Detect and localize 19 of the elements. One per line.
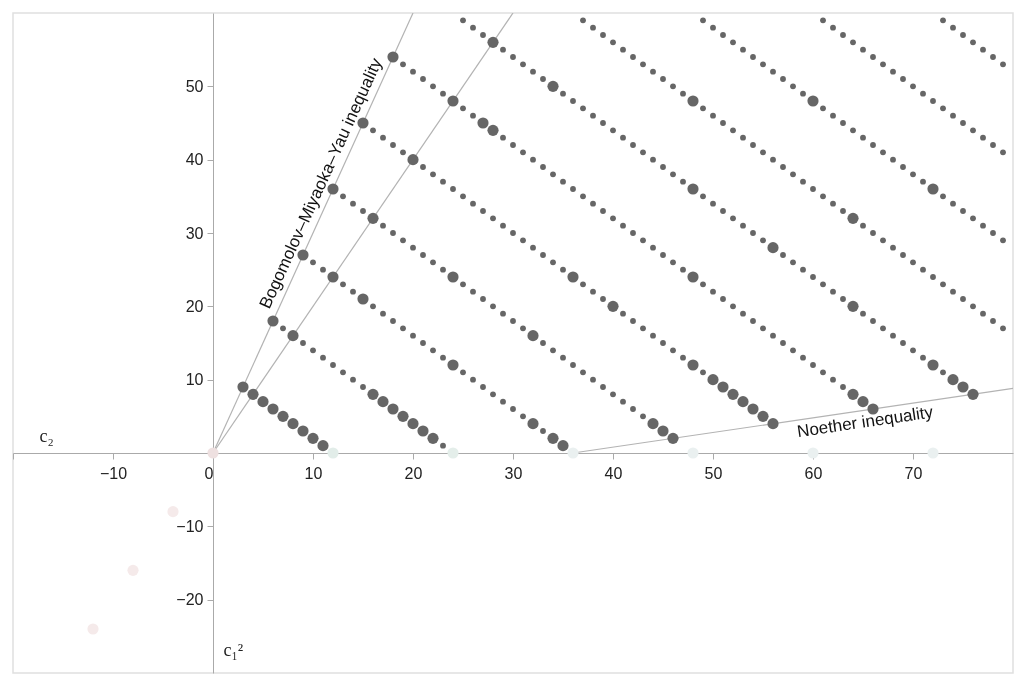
x-tick-label: −10 xyxy=(99,464,128,482)
y-tick-label: 20 xyxy=(185,297,204,315)
y-tick-label: 50 xyxy=(185,77,204,95)
y-tick-label: −20 xyxy=(176,591,204,609)
x-tick-label: 60 xyxy=(804,464,823,482)
y-tick-label: 10 xyxy=(185,371,204,389)
x-axis-title: c₂ xyxy=(39,425,54,446)
x-tick-label: 30 xyxy=(504,464,523,482)
y-tick-label: 30 xyxy=(185,224,204,242)
y-tick-label: 40 xyxy=(185,151,204,169)
x-tick-label: 10 xyxy=(304,464,323,482)
y-tick-label: −10 xyxy=(176,517,204,535)
x-tick-label: 20 xyxy=(404,464,423,482)
x-tick-label: 40 xyxy=(604,464,623,482)
x-tick-label: 0 xyxy=(204,464,214,482)
annotation: Noether inequality xyxy=(795,402,935,442)
y-axis-title: c₁² xyxy=(223,639,244,660)
x-tick-label: 70 xyxy=(904,464,923,482)
x-tick-label: 50 xyxy=(704,464,723,482)
